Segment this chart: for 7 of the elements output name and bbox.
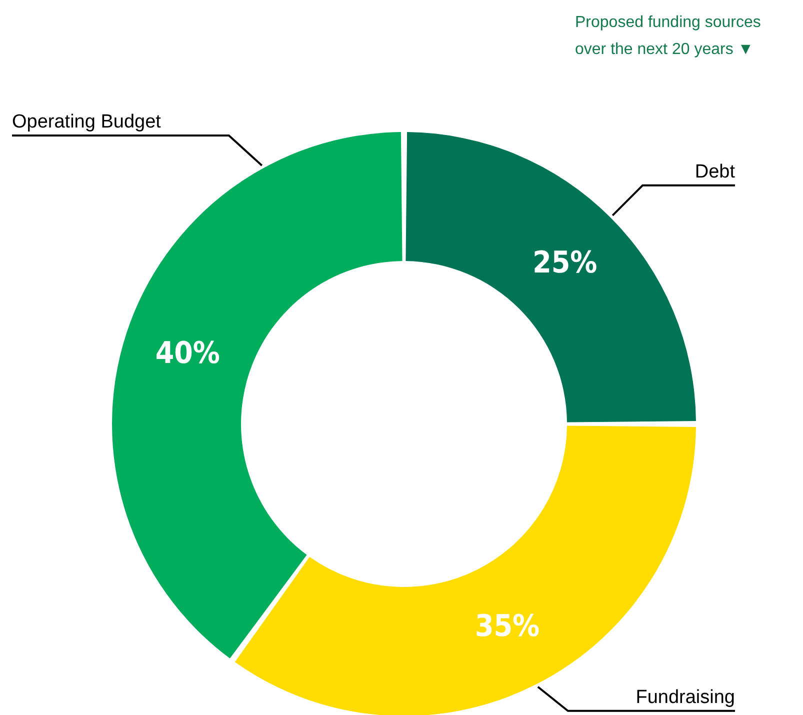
- slice-label: Fundraising: [636, 686, 735, 708]
- data-label: 40%: [155, 336, 220, 372]
- data-label: 35%: [474, 609, 540, 644]
- slice-label: Debt: [694, 161, 736, 182]
- chart-title: Proposed funding sources over the next 20 years ▼: [575, 14, 766, 58]
- data-label: 25%: [532, 246, 598, 281]
- slice-label: Operating Budget: [12, 111, 162, 132]
